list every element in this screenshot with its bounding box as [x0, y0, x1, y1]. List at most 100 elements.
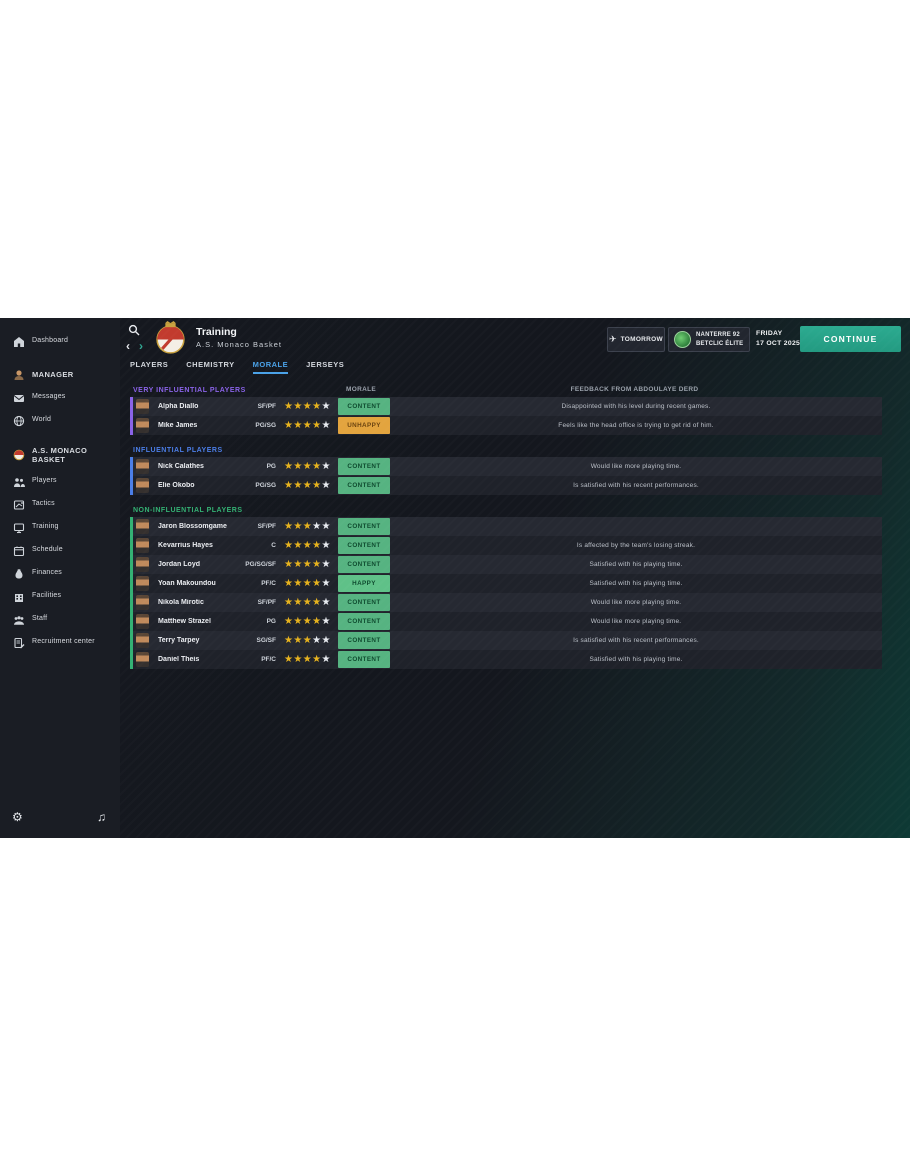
settings-gear-icon[interactable]: ⚙	[12, 810, 23, 824]
page-title: Training	[196, 326, 237, 338]
player-avatar	[136, 633, 149, 648]
star-icon: ★	[293, 400, 303, 412]
sidebar-item-facilities[interactable]: Facilities	[0, 585, 120, 608]
player-avatar	[136, 576, 149, 591]
player-row[interactable]: Mike James PG/SG ★★★★★ UNHAPPY Feels lik…	[133, 416, 882, 435]
player-name: Nick Calathes	[158, 463, 204, 470]
player-name: Mike James	[158, 422, 198, 429]
sidebar-item-a-s-monaco-basket[interactable]: A.S. MONACO BASKET	[0, 440, 120, 470]
tab-jerseys[interactable]: JERSEYS	[306, 360, 345, 369]
player-position: PG	[266, 463, 276, 470]
star-icon: ★	[284, 400, 294, 412]
facilities-icon	[12, 590, 26, 604]
player-avatar	[136, 557, 149, 572]
star-icon: ★	[284, 520, 294, 532]
sidebar-item-recruitment-center[interactable]: Recruitment center	[0, 631, 120, 654]
star-icon: ★	[293, 520, 303, 532]
tab-players[interactable]: PLAYERS	[130, 360, 169, 369]
sidebar-item-players[interactable]: Players	[0, 470, 120, 493]
player-row[interactable]: Kevarrius Hayes C ★★★★★ CONTENT Is affec…	[133, 536, 882, 555]
player-avatar	[136, 418, 149, 433]
star-icon: ★	[302, 615, 313, 627]
player-row[interactable]: Jaron Blossomgame SF/PF ★★★★★ CONTENT	[133, 517, 882, 536]
star-icon: ★	[312, 419, 322, 431]
player-star-rating: ★★★★★	[284, 578, 338, 589]
morale-badge: CONTENT	[338, 651, 390, 668]
player-feedback: Would like more playing time.	[590, 463, 682, 470]
section-rows: Jaron Blossomgame SF/PF ★★★★★ CONTENT Ke…	[130, 517, 882, 669]
player-position: PG/SG	[255, 422, 276, 429]
section-rows: Alpha Diallo SF/PF ★★★★★ CONTENT Disappo…	[130, 397, 882, 435]
next-match-chip[interactable]: NANTERRE 92 BETCLIC ÉLITE	[668, 327, 750, 352]
player-row[interactable]: Terry Tarpey SG/SF ★★★★★ CONTENT Is sati…	[133, 631, 882, 650]
player-row[interactable]: Jordan Loyd PG/SG/SF ★★★★★ CONTENT Satis…	[133, 555, 882, 574]
star-icon: ★	[293, 653, 303, 665]
star-icon: ★	[321, 539, 331, 551]
tomorrow-button[interactable]: ✈ TOMORROW	[607, 327, 665, 352]
sidebar-item-manager[interactable]: MANAGER	[0, 363, 120, 386]
game-window: Dashboard MANAGER Messages World A.S. MONACO…	[0, 318, 910, 838]
player-feedback: Disappointed with his level during recen…	[561, 403, 711, 410]
sidebar-item-tactics[interactable]: Tactics	[0, 493, 120, 516]
star-icon: ★	[293, 634, 303, 646]
player-row[interactable]: Daniel Theis PF/C ★★★★★ CONTENT Satisfie…	[133, 650, 882, 669]
player-row[interactable]: Alpha Diallo SF/PF ★★★★★ CONTENT Disappo…	[133, 397, 882, 416]
search-icon[interactable]	[128, 324, 140, 336]
player-star-rating: ★★★★★	[284, 419, 338, 431]
player-avatar	[136, 652, 149, 667]
sidebar-item-staff[interactable]: Staff	[0, 608, 120, 631]
player-name: Elie Okobo	[158, 482, 195, 489]
back-arrow-icon[interactable]: ‹	[126, 339, 130, 353]
date-display: FRIDAY 17 OCT 2025	[756, 329, 800, 349]
sidebar-item-world[interactable]: World	[0, 409, 120, 432]
star-icon: ★	[293, 419, 303, 431]
star-icon: ★	[284, 558, 294, 570]
date-day: FRIDAY	[756, 330, 783, 337]
player-row[interactable]: Matthew Strazel PG ★★★★★ CONTENT Would l…	[133, 612, 882, 631]
player-name: Daniel Theis	[158, 656, 200, 663]
star-icon: ★	[321, 460, 331, 472]
star-icon: ★	[312, 400, 322, 412]
sidebar-item-label: Schedule	[32, 546, 63, 554]
player-position: PF/C	[261, 656, 276, 663]
player-row[interactable]: Nikola Mirotic SF/PF ★★★★★ CONTENT Would…	[133, 593, 882, 612]
star-icon: ★	[321, 520, 331, 532]
music-note-icon[interactable]: ♫	[97, 810, 106, 824]
tab-morale[interactable]: MORALE	[252, 360, 289, 374]
player-star-rating: ★★★★★	[284, 539, 338, 551]
player-row[interactable]: Nick Calathes PG ★★★★★ CONTENT Would lik…	[133, 457, 882, 476]
star-icon: ★	[312, 596, 322, 608]
sidebar-item-dashboard[interactable]: Dashboard	[0, 330, 120, 353]
sidebar-item-training[interactable]: Training	[0, 516, 120, 539]
player-avatar	[136, 459, 149, 474]
star-icon: ★	[284, 615, 294, 627]
sidebar-item-label: Recruitment center	[32, 638, 95, 646]
continue-button[interactable]: CONTINUE	[800, 326, 901, 352]
star-icon: ★	[284, 653, 294, 665]
forward-arrow-icon[interactable]: ›	[139, 339, 143, 353]
sidebar-item-finances[interactable]: Finances	[0, 562, 120, 585]
player-position: PG	[266, 618, 276, 625]
player-name: Kevarrius Hayes	[158, 542, 213, 549]
sidebar-item-schedule[interactable]: Schedule	[0, 539, 120, 562]
player-name: Alpha Diallo	[158, 403, 199, 410]
star-icon: ★	[284, 479, 294, 491]
sidebar: Dashboard MANAGER Messages World A.S. MONACO…	[0, 318, 120, 838]
world-icon	[12, 414, 26, 428]
player-row[interactable]: Yoan Makoundou PF/C ★★★★★ HAPPY Satisfie…	[133, 574, 882, 593]
star-icon: ★	[312, 479, 322, 491]
tab-chemistry[interactable]: CHEMISTRY	[186, 360, 235, 369]
sidebar-item-label: Finances	[32, 569, 63, 577]
player-row[interactable]: Elie Okobo PG/SG ★★★★★ CONTENT Is satisf…	[133, 476, 882, 495]
sidebar-item-messages[interactable]: Messages	[0, 386, 120, 409]
player-star-rating: ★★★★★	[284, 479, 338, 491]
section-rows: Nick Calathes PG ★★★★★ CONTENT Would lik…	[130, 457, 882, 495]
star-icon: ★	[321, 419, 331, 431]
page-subtitle: A.S. Monaco Basket	[196, 340, 282, 349]
player-star-rating: ★★★★★	[284, 634, 338, 646]
tab-bar: PLAYERS CHEMISTRY MORALE JERSEYS	[130, 360, 344, 377]
staff-icon	[12, 613, 26, 627]
star-icon: ★	[302, 460, 313, 472]
player-position: SF/PF	[257, 523, 276, 530]
morale-badge: CONTENT	[338, 518, 390, 535]
